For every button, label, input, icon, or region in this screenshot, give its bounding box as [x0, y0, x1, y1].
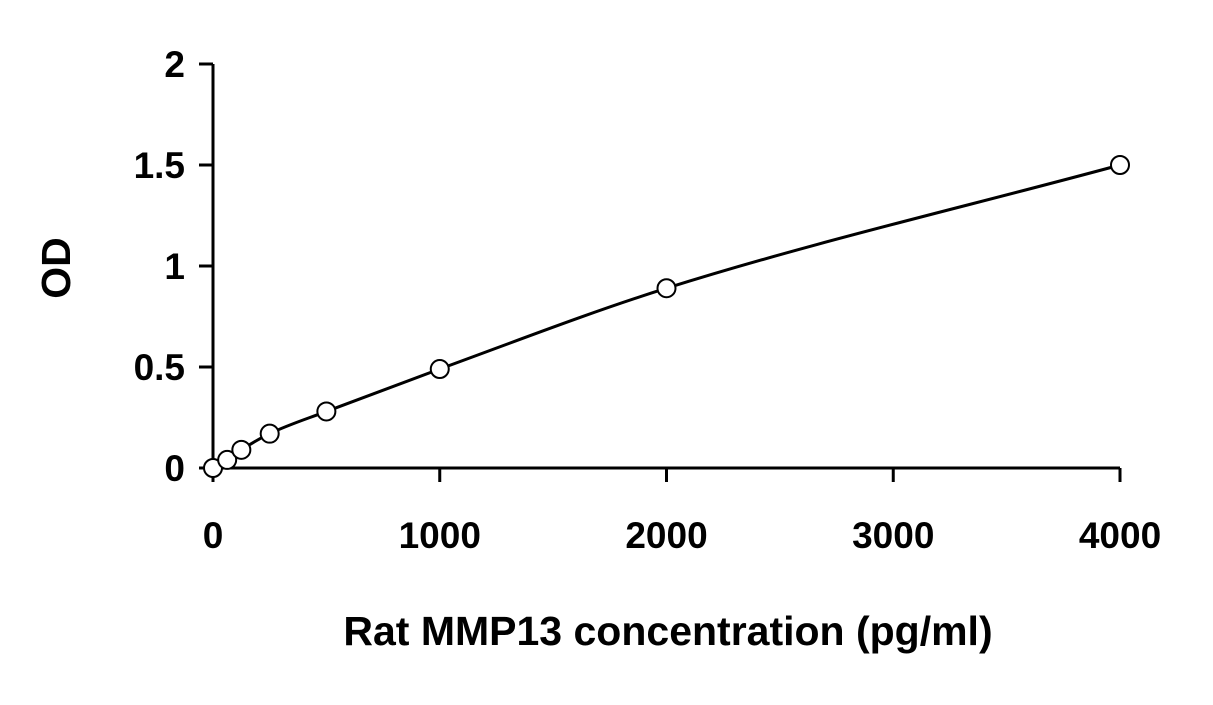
y-tick-label: 0	[164, 448, 185, 489]
data-point	[656, 278, 677, 299]
data-points	[203, 155, 1130, 478]
x-tick-label: 4000	[1079, 515, 1161, 556]
y-tick-label: 0.5	[134, 347, 185, 388]
fit-curve	[212, 163, 1121, 470]
x-tick-label: 3000	[852, 515, 934, 556]
y-tick-label: 2	[164, 44, 185, 85]
x-tick-label: 1000	[399, 515, 481, 556]
x-tick-label: 2000	[625, 515, 707, 556]
axes	[199, 62, 1122, 482]
data-point	[429, 359, 450, 380]
y-tick-label: 1	[164, 246, 185, 287]
data-point	[316, 401, 337, 422]
data-point	[1110, 155, 1130, 175]
data-point	[231, 439, 252, 460]
data-point	[217, 449, 238, 470]
x-tick-label: 0	[203, 515, 224, 556]
tick-labels: 0 0.5 1 1.5 2 0 1000 2000 3000 4000	[134, 44, 1162, 556]
data-point	[259, 423, 280, 444]
y-axis-label: OD	[33, 237, 79, 299]
x-axis-label: Rat MMP13 concentration (pg/ml)	[343, 608, 992, 654]
fit-curve-layer	[212, 163, 1121, 470]
y-tick-label: 1.5	[134, 145, 185, 186]
